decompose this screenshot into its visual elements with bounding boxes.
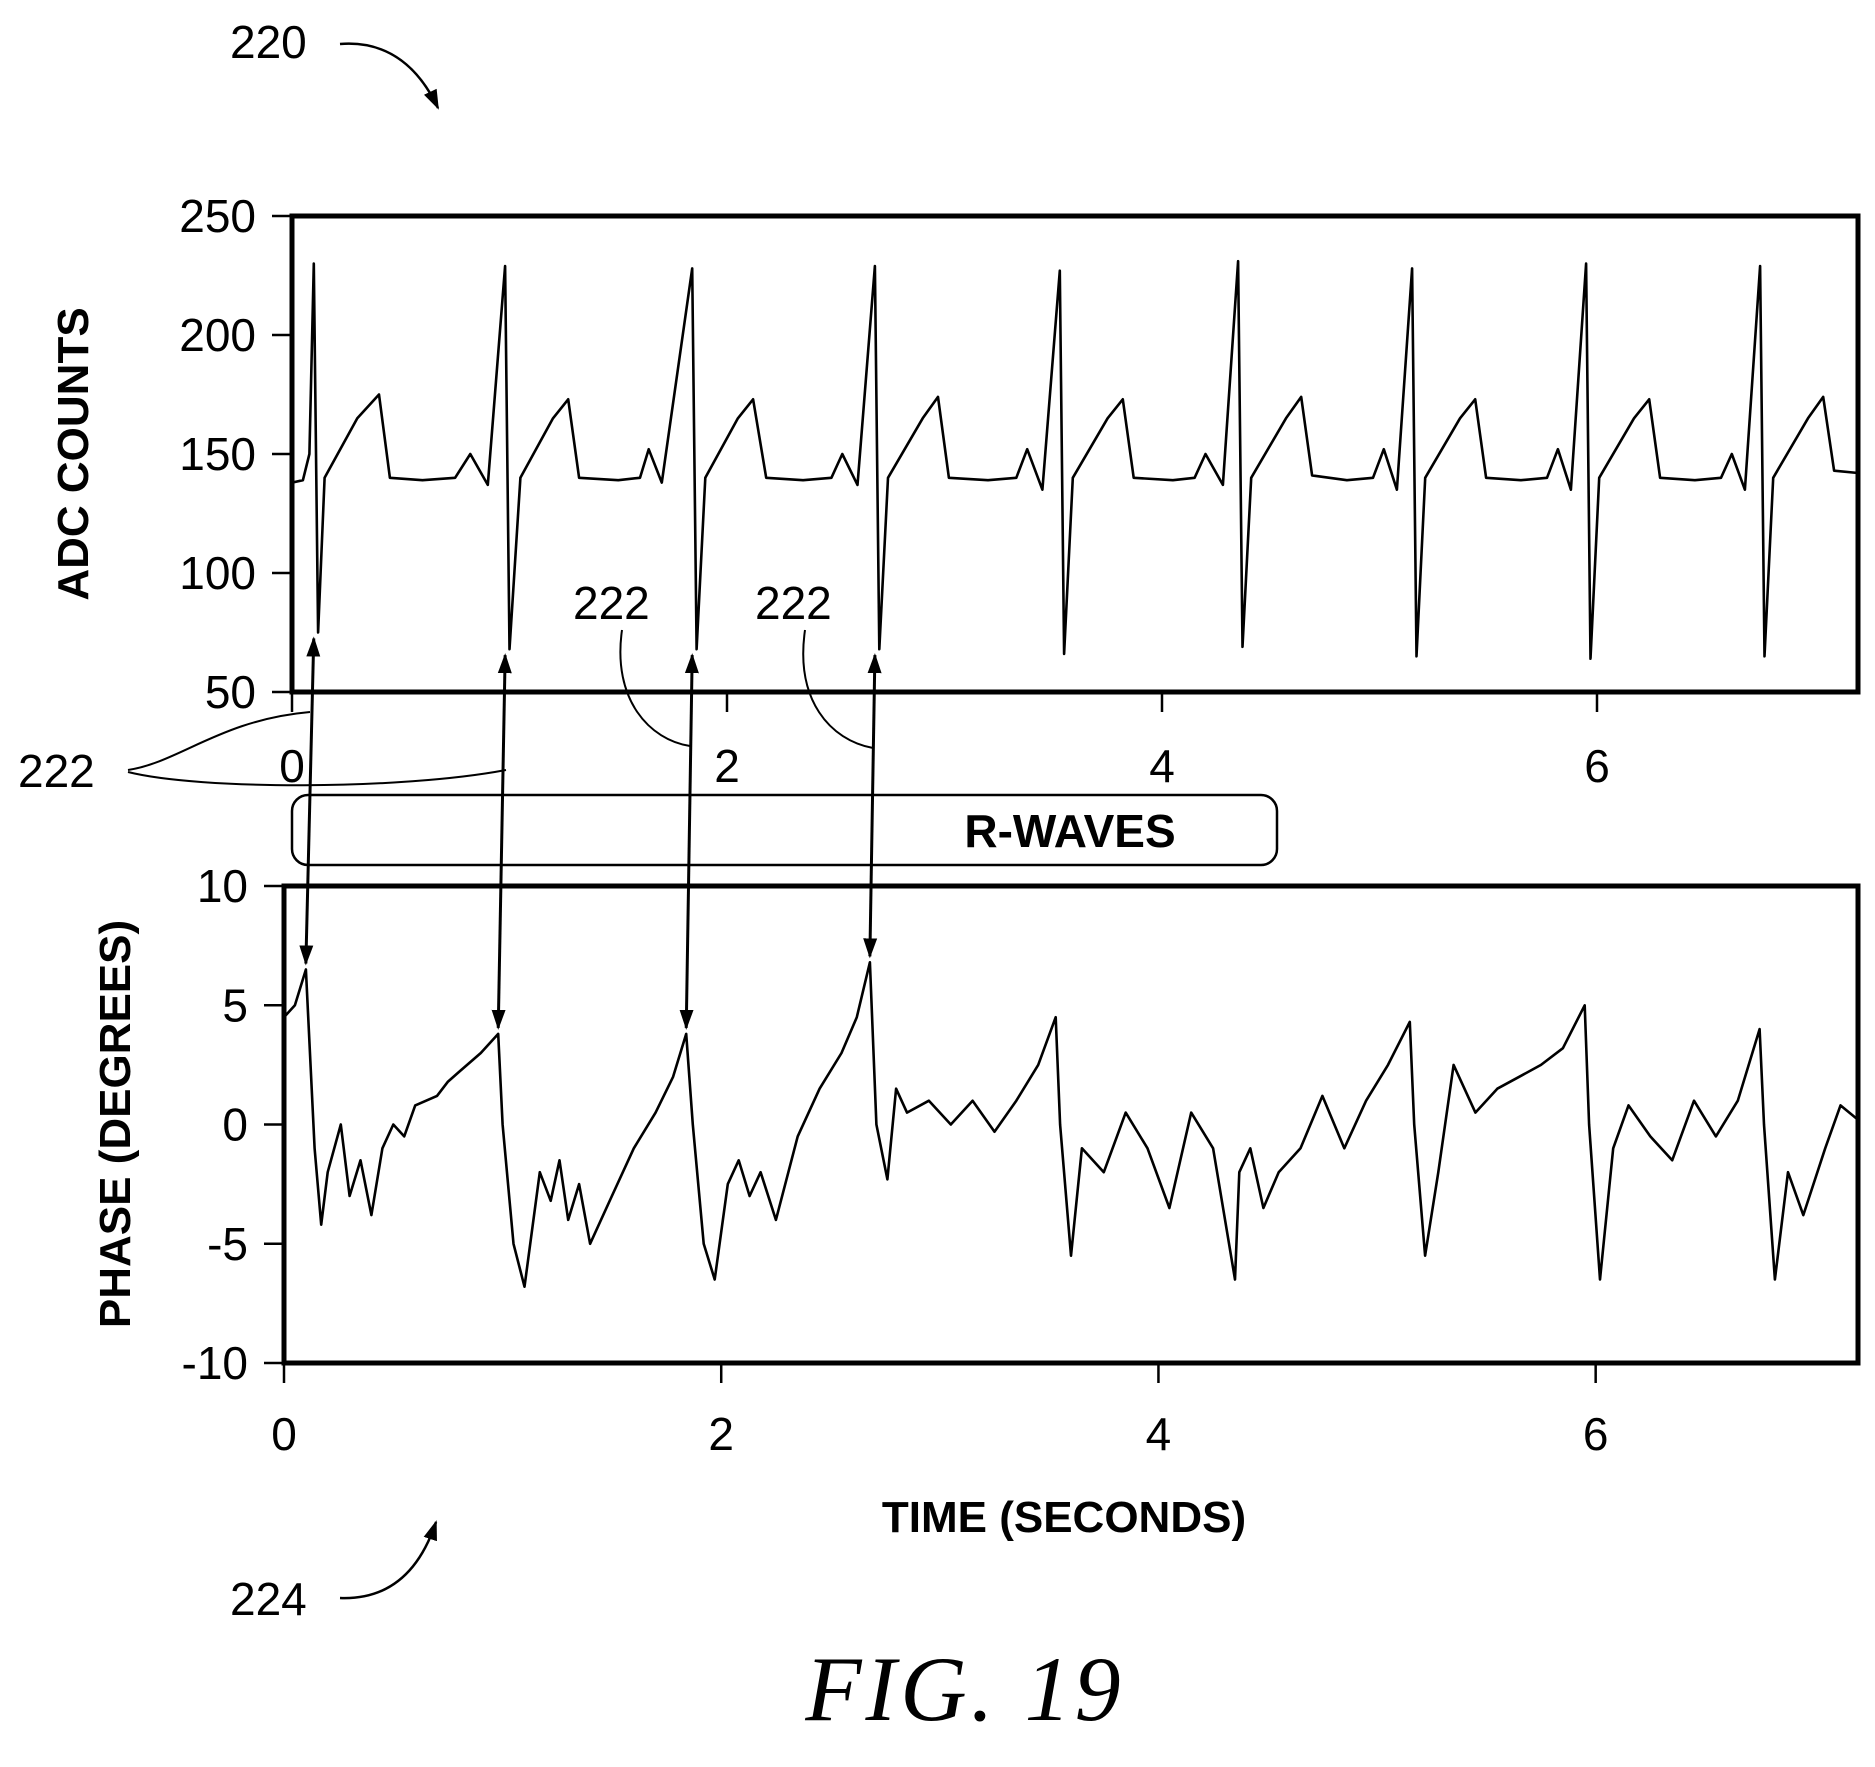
- phase-x-tick-label: 0: [271, 1408, 297, 1460]
- adc-x-tick-label: 6: [1584, 740, 1610, 792]
- adc-y-tick-label: 150: [179, 428, 256, 480]
- phase-x-tick-label: 4: [1146, 1408, 1172, 1460]
- phase-x-tick-label: 2: [708, 1408, 734, 1460]
- r-wave-link-arrow: [491, 653, 512, 1030]
- r-waves-box: [290, 793, 1279, 867]
- r-wave-link-arrows: [299, 636, 882, 1030]
- adc-ecg-series-line: [291, 259, 1859, 660]
- ref-222-leader-mid: [619, 629, 691, 747]
- adc-y-tick-label: 250: [179, 190, 256, 242]
- r-wave-link-arrow: [679, 653, 699, 1030]
- phase-y-tick-label: 10: [197, 860, 248, 912]
- ref-222-label-left: 222: [18, 745, 95, 797]
- adc-x-tick-label: 4: [1149, 740, 1175, 792]
- adc-y-tick-label: 100: [179, 547, 256, 599]
- phase-y-tick-label: 5: [222, 979, 248, 1031]
- r-wave-link-arrow: [299, 636, 321, 966]
- phase-series-line: [283, 961, 1859, 1288]
- ref-222-label-right: 222: [755, 577, 832, 629]
- adc-y-axis-title: ADC COUNTS: [49, 307, 98, 600]
- ref-224-leader-arrow: [339, 1520, 438, 1600]
- r-waves-label: R-WAVES: [964, 805, 1175, 857]
- phase-y-axis: -10 -5 0 5 10: [182, 860, 284, 1389]
- ref-222-leader-left-upper: [127, 711, 311, 771]
- r-wave-link-arrow: [863, 653, 882, 959]
- adc-y-tick-label: 50: [205, 666, 256, 718]
- phase-x-tick-label: 6: [1583, 1408, 1609, 1460]
- ref-222-leader-right: [802, 629, 874, 749]
- phase-y-axis-title: PHASE (DEGREES): [91, 920, 140, 1328]
- phase-x-axis: 0 2 4 6: [271, 1363, 1608, 1460]
- phase-y-tick-label: -5: [207, 1218, 248, 1270]
- adc-y-axis: 50 100 150 200 250: [179, 190, 292, 718]
- phase-chart: -10 -5 0 5 10 0 2 4 6 PHASE (DEGREES) TIME (SEC…: [91, 860, 1861, 1542]
- phase-y-tick-label: 0: [222, 1099, 248, 1151]
- adc-plot-frame: [289, 213, 1861, 695]
- ref-222-leader-left-lower: [127, 769, 507, 787]
- phase-y-tick-label: -10: [182, 1337, 248, 1389]
- adc-x-tick-label: 2: [714, 740, 740, 792]
- phase-x-axis-title: TIME (SECONDS): [882, 1493, 1246, 1542]
- adc-y-tick-label: 200: [179, 309, 256, 361]
- ref-220-leader-arrow: [339, 42, 440, 110]
- ref-220-label: 220: [230, 16, 307, 68]
- ref-222-label-mid: 222: [573, 577, 650, 629]
- figure-caption: FIG. 19: [804, 1638, 1124, 1740]
- ref-224-label: 224: [230, 1573, 307, 1625]
